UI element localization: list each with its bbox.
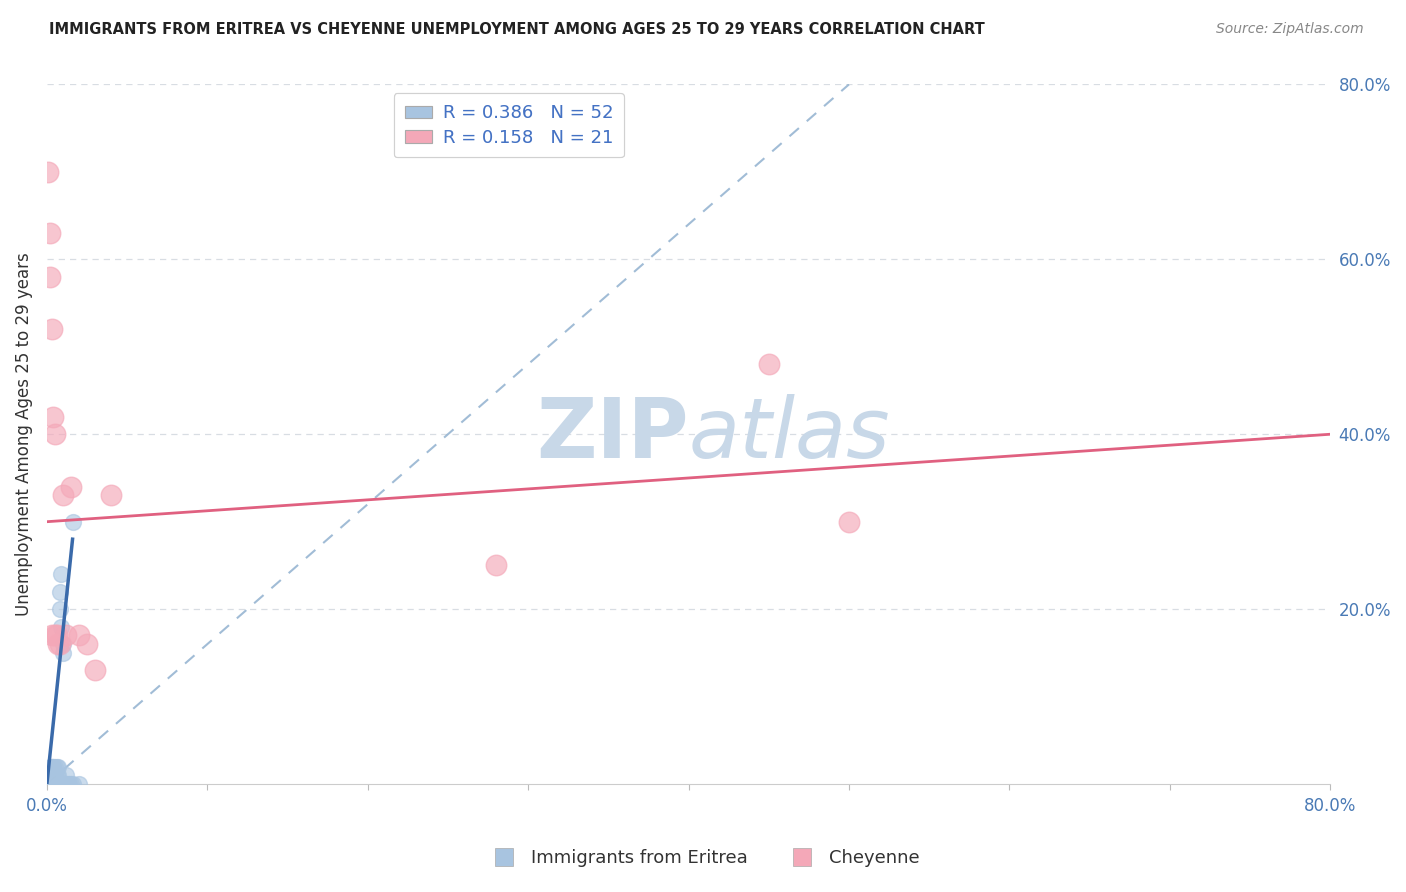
Point [44,427,66,442]
Point [39,768,62,782]
Point [44,628,66,642]
Point [39,777,62,791]
Point [59,777,82,791]
Point [37,768,59,782]
Point [39,759,62,773]
Legend: R = 0.386   N = 52, R = 0.158   N = 21: R = 0.386 N = 52, R = 0.158 N = 21 [394,94,624,158]
Point [39,777,62,791]
Point [48,637,70,651]
Point [41,777,63,791]
Point [41,322,63,336]
Point [55,628,77,642]
Point [62,777,84,791]
Point [46,637,69,651]
Point [39,777,62,791]
Point [39,226,62,240]
Text: IMMIGRANTS FROM ERITREA VS CHEYENNE UNEMPLOYMENT AMONG AGES 25 TO 29 YEARS CORRE: IMMIGRANTS FROM ERITREA VS CHEYENNE UNEM… [49,22,986,37]
Point [59,480,82,494]
Point [56,777,79,791]
Point [46,759,69,773]
Point [45,768,67,782]
Point [37,777,59,791]
Point [41,759,63,773]
Point [53,777,76,791]
Point [37,777,59,791]
Point [45,777,67,791]
Point [51,620,73,634]
Point [42,409,65,424]
Point [100,488,122,502]
Point [52,488,75,502]
Point [758,357,780,371]
Text: ZIP: ZIP [536,393,689,475]
Point [46,777,69,791]
Point [42,768,65,782]
Point [485,558,508,573]
Point [39,777,62,791]
Y-axis label: Unemployment Among Ages 25 to 29 years: Unemployment Among Ages 25 to 29 years [15,252,32,616]
Point [44,768,66,782]
Point [838,515,860,529]
Point [39,269,62,284]
Point [39,768,62,782]
Point [37,777,59,791]
Point [42,759,65,773]
Point [41,777,63,791]
Point [52,646,75,660]
Point [44,768,66,782]
Point [45,628,67,642]
Point [51,567,73,582]
Point [37,165,59,179]
Point [37,777,59,791]
Point [41,768,63,782]
Point [55,777,77,791]
Point [55,768,77,782]
Point [42,777,65,791]
Text: Source: ZipAtlas.com: Source: ZipAtlas.com [1216,22,1364,37]
Point [67,628,90,642]
Point [41,628,63,642]
Point [37,777,59,791]
Point [44,777,66,791]
Text: atlas: atlas [689,393,890,475]
Point [42,759,65,773]
Point [41,777,63,791]
Point [67,777,90,791]
Point [44,777,66,791]
Point [46,768,69,782]
Point [42,777,65,791]
Point [76,637,98,651]
Legend: Immigrants from Eritrea, Cheyenne: Immigrants from Eritrea, Cheyenne [479,842,927,874]
Point [41,777,63,791]
Point [42,777,65,791]
Point [48,602,70,616]
Point [41,759,63,773]
Point [45,759,67,773]
Point [58,777,80,791]
Point [44,759,66,773]
Point [48,584,70,599]
Point [84,664,107,678]
Point [62,515,84,529]
Point [52,637,75,651]
